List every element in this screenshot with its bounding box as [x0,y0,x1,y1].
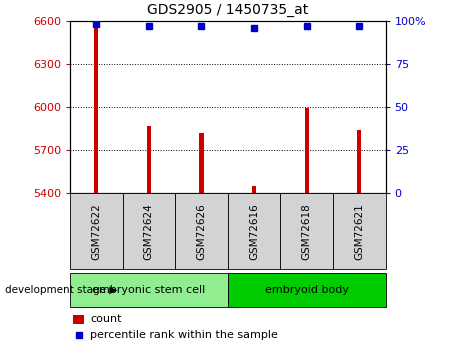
Bar [304,108,309,193]
Bar [94,27,98,193]
Text: GSM72616: GSM72616 [249,203,259,259]
Bar [175,193,228,269]
Bar [281,193,333,269]
Title: GDS2905 / 1450735_at: GDS2905 / 1450735_at [147,3,308,17]
Bar [199,133,203,193]
Bar [228,273,386,307]
Text: development stage ▶: development stage ▶ [5,285,117,295]
Text: percentile rank within the sample: percentile rank within the sample [90,330,278,340]
Bar [357,130,361,193]
Text: GSM72626: GSM72626 [197,203,207,259]
Bar [70,193,123,269]
Bar [73,315,84,324]
Text: GSM72618: GSM72618 [302,203,312,259]
Text: count: count [90,314,122,324]
Bar [147,126,151,193]
Bar [252,186,256,193]
Text: embryoid body: embryoid body [265,285,349,295]
Text: GSM72622: GSM72622 [91,203,101,259]
Text: GSM72621: GSM72621 [354,203,364,259]
Bar [123,193,175,269]
Text: embryonic stem cell: embryonic stem cell [92,285,206,295]
Bar [333,193,386,269]
Bar [70,273,228,307]
Text: GSM72624: GSM72624 [144,203,154,259]
Bar [228,193,281,269]
